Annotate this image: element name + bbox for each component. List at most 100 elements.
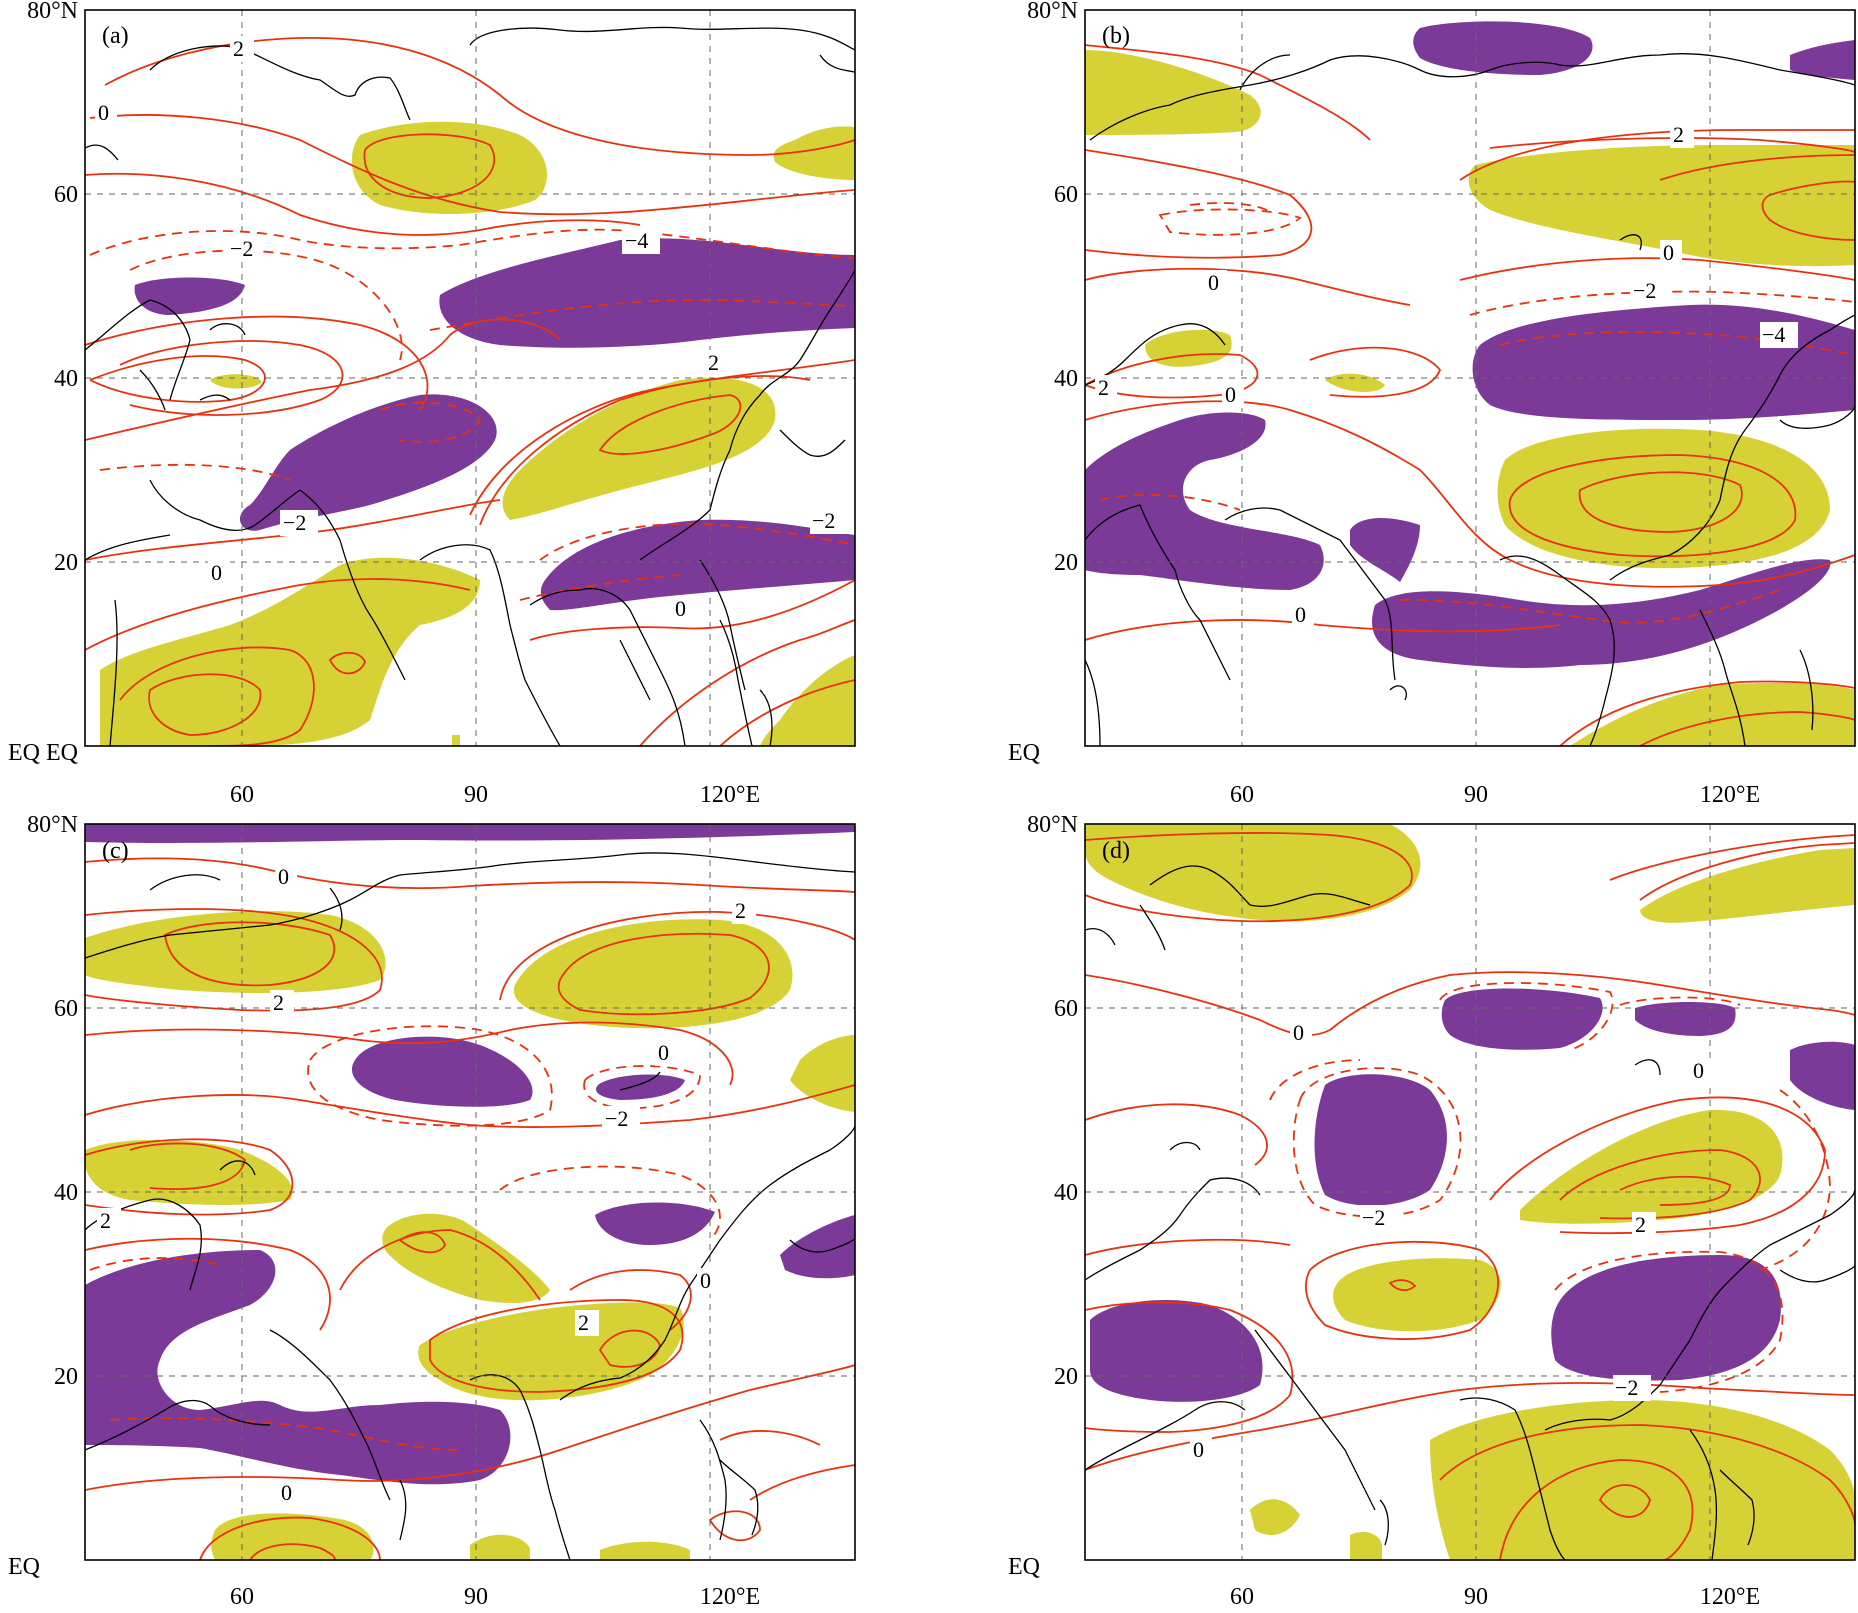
panel-d: 0 0 −2 2 −2 0 (d) 80°N 60 40 20 EQ 60 90…	[1008, 812, 1856, 1610]
neg-shade	[1790, 40, 1855, 80]
pos-shade	[470, 1534, 530, 1560]
contour-label: 0	[700, 1268, 711, 1293]
neg-shade	[1090, 1300, 1263, 1402]
neg-shade	[1413, 21, 1593, 75]
contour-label: 2	[1635, 1212, 1646, 1237]
contour-label: 2	[708, 350, 719, 375]
neg-shade	[239, 394, 497, 531]
lon-tick: 60	[1230, 1584, 1254, 1610]
contour-label: −2	[1362, 1205, 1385, 1230]
lat-tick: 20	[1054, 550, 1078, 576]
lat-tick: 20	[54, 550, 78, 576]
contour-label: 2	[1673, 122, 1684, 147]
pos-shade	[1640, 848, 1855, 923]
lon-tick: 90	[464, 1584, 488, 1610]
pos-shade	[418, 1302, 684, 1401]
contour-label: 2	[233, 36, 244, 61]
panel-a: 2 0 −2 −4 2 −2 −2 0 0 (a) 80°N 60 40 20 …	[27, 0, 856, 808]
lon-tick: 60	[1230, 782, 1254, 808]
neg-shade	[85, 824, 855, 843]
lat-tick: EQ	[8, 1554, 40, 1580]
contour-label: 0	[1208, 270, 1219, 295]
lon-tick: 60	[230, 1584, 254, 1610]
neg-shade	[1372, 559, 1831, 668]
lat-tick: EQ	[1008, 1554, 1040, 1580]
pos-shade	[1520, 1109, 1783, 1224]
pos-shade	[1350, 1532, 1382, 1560]
lon-tick: 120°E	[1700, 782, 1760, 808]
contour-label: 0	[281, 1480, 292, 1505]
neg-shade	[1635, 1002, 1736, 1036]
neg-shade	[596, 1074, 685, 1100]
contour-label: 0	[98, 100, 109, 125]
pos-shade	[1145, 329, 1232, 367]
contour-label: −2	[230, 236, 253, 261]
contour-labels-b: 2 −2 0 −4 2 0 0 0	[1095, 122, 1798, 628]
lat-tick: 80°N	[1027, 0, 1078, 24]
contour-label: 0	[1663, 240, 1674, 265]
pos-shade	[1085, 824, 1421, 922]
neg-shade	[1472, 304, 1855, 420]
lat-tick: 40	[54, 366, 78, 392]
lat-tick: 80°N	[27, 812, 78, 838]
contour-label: 2	[578, 1310, 589, 1335]
contour-label: 2	[1098, 375, 1109, 400]
pos-shade	[1333, 1258, 1501, 1332]
pos-shade	[773, 126, 855, 180]
neg-shade	[595, 1202, 715, 1245]
panel-c: 0 2 2 0 −2 2 0 2 0 (c) 80°N 60 40 20 EQ …	[8, 812, 856, 1610]
neg-shade	[85, 1250, 511, 1485]
lat-tick: 20	[54, 1364, 78, 1390]
contour-labels-c: 0 2 2 0 −2 2 0 2 0	[97, 864, 756, 1506]
pos-shade	[1570, 682, 1855, 746]
contour-label: 2	[100, 1208, 111, 1233]
contour-label: 0	[211, 560, 222, 585]
lon-tick: 120°E	[700, 1584, 760, 1610]
lon-tick: 90	[1464, 1584, 1488, 1610]
pos-shade	[351, 121, 547, 215]
contour-label: −2	[812, 508, 835, 533]
lat-tick: 60	[1054, 996, 1078, 1022]
pos-shade	[211, 1513, 374, 1560]
pos-shade	[790, 1035, 855, 1112]
pos-shade	[600, 1541, 690, 1560]
panel-label: (b)	[1102, 23, 1130, 49]
lon-tick: 120°E	[700, 782, 760, 808]
lon-tick: 60	[230, 782, 254, 808]
lat-tick: 40	[54, 1180, 78, 1206]
contour-label: 0	[1295, 602, 1306, 627]
pos-shade	[1497, 428, 1830, 569]
contour-label: −2	[283, 510, 306, 535]
pos-shade	[382, 1213, 550, 1303]
pos-shade	[85, 911, 386, 993]
lat-tick: 80°N	[27, 0, 78, 24]
pos-shade	[760, 655, 855, 746]
neg-shade	[1790, 1041, 1855, 1110]
pos-shade	[100, 557, 480, 746]
pos-shade	[85, 1139, 293, 1205]
lon-tick: 90	[464, 782, 488, 808]
contour-label: 0	[658, 1040, 669, 1065]
lon-tick: 120°E	[1700, 1584, 1760, 1610]
contour-label: −2	[605, 1106, 628, 1131]
pos-shade	[1085, 50, 1261, 135]
lat-tick: 40	[1054, 366, 1078, 392]
pos-shade	[1430, 1400, 1855, 1560]
pos-shade	[1250, 1499, 1300, 1535]
panel-label: (d)	[1102, 838, 1130, 864]
neg-shade	[1314, 1074, 1447, 1206]
contour-label: 0	[675, 596, 686, 621]
neg-shade	[1551, 1255, 1781, 1381]
neg-shade	[351, 1036, 533, 1107]
contour-label: 0	[278, 864, 289, 889]
contour-label: 2	[273, 990, 284, 1015]
contour-label: −4	[625, 228, 648, 253]
neg-shade	[1085, 412, 1324, 590]
contour-labels-a: 2 0 −2 −4 2 −2 −2 0 0	[95, 36, 848, 622]
pos-shade	[502, 377, 776, 520]
lat-tick: 60	[54, 996, 78, 1022]
pos-shade	[513, 919, 793, 1029]
lat-tick: EQ	[46, 740, 78, 766]
panel-label: (a)	[102, 23, 129, 49]
